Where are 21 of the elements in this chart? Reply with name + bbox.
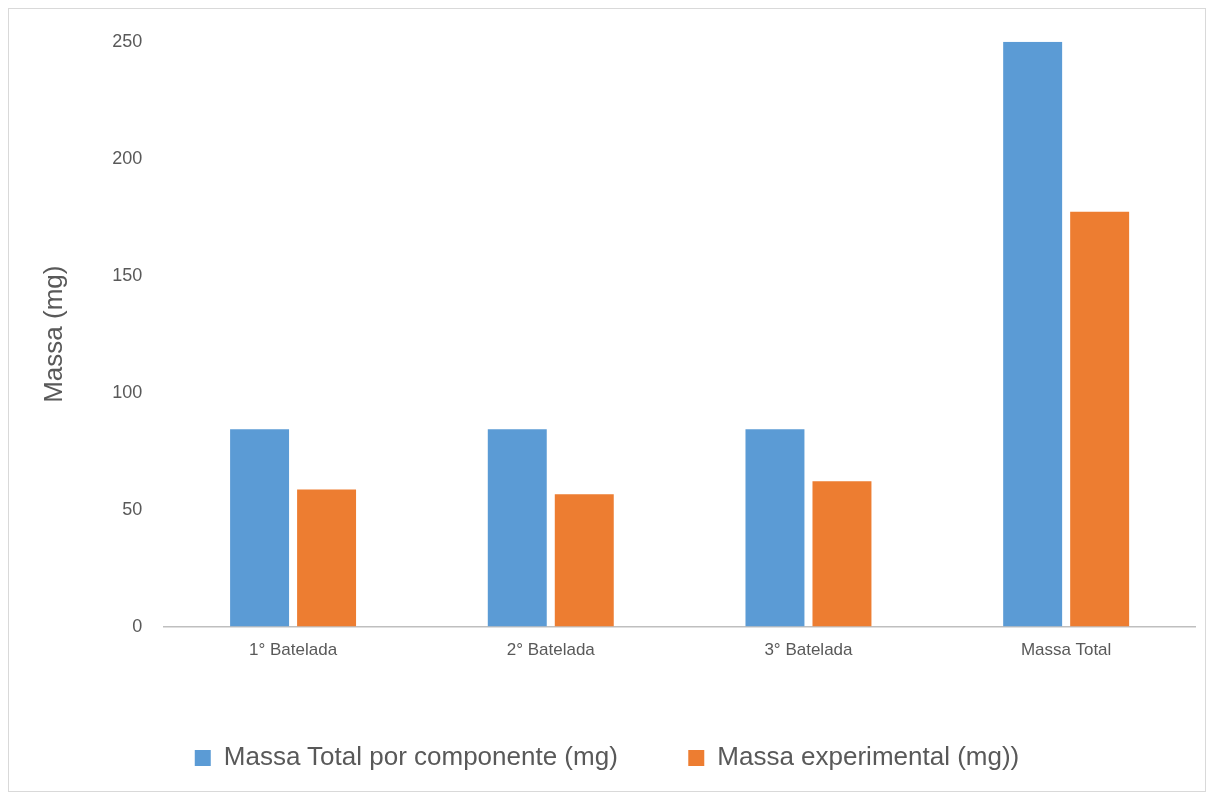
bar [745,429,805,627]
x-tick-label: 2° Batelada [506,640,596,660]
y-tick-label: 50 [122,498,143,519]
legend-label: Massa Total por componente (mg) [223,741,618,772]
y-tick-label: 100 [112,381,143,402]
bar [297,489,357,627]
y-tick-label: 150 [112,264,143,285]
bar [554,494,614,627]
y-tick-label: 250 [112,30,143,51]
x-tick-label: 1° Batelada [249,640,338,660]
y-tick-label: 200 [112,147,143,168]
x-tick-label: 3° Batelada [764,640,854,660]
bar [230,429,290,627]
y-axis-title: Massa (mg) [37,265,68,403]
bar [487,429,547,627]
y-tick-label: 0 [132,615,143,636]
legend-label: Massa experimental (mg)) [717,741,1020,772]
x-tick-label: Massa Total [1020,640,1112,660]
bar [1003,41,1063,627]
bar [1070,211,1130,627]
bar [812,481,872,627]
